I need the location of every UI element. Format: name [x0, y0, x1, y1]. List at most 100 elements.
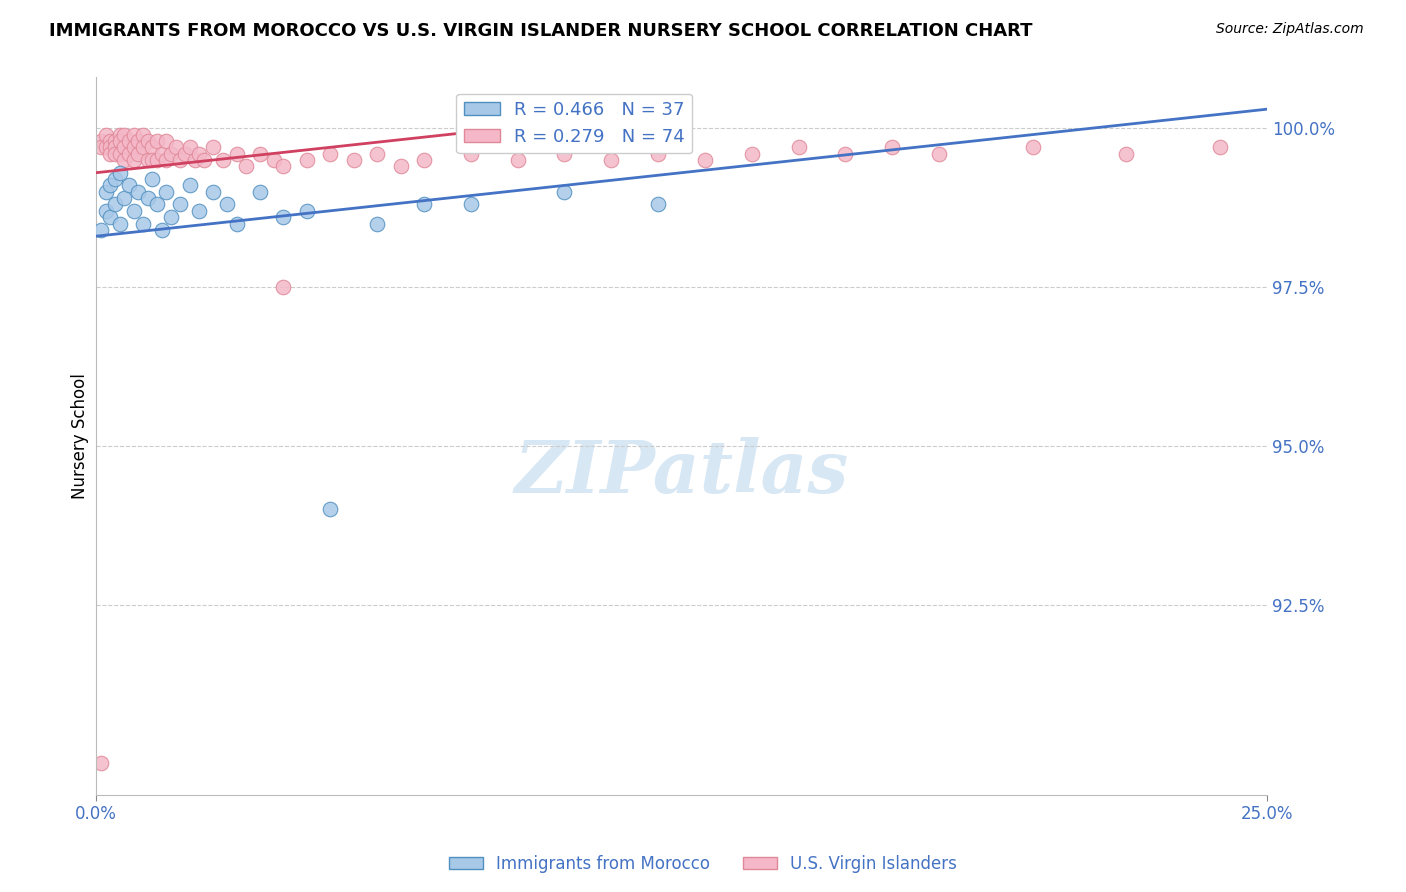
Point	[127, 146, 149, 161]
Point	[928, 146, 950, 161]
Point	[553, 146, 575, 161]
Point	[165, 140, 187, 154]
Point	[90, 223, 112, 237]
Point	[319, 502, 342, 516]
Point	[1396, 140, 1406, 154]
Point	[112, 191, 135, 205]
Point	[122, 203, 145, 218]
Point	[108, 128, 131, 142]
Point	[104, 146, 127, 161]
Point	[104, 140, 127, 154]
Point	[1302, 146, 1324, 161]
Point	[136, 134, 159, 148]
Point	[108, 166, 131, 180]
Point	[146, 134, 169, 148]
Point	[122, 153, 145, 167]
Point	[90, 140, 112, 154]
Point	[188, 203, 211, 218]
Point	[460, 146, 482, 161]
Text: Source: ZipAtlas.com: Source: ZipAtlas.com	[1216, 22, 1364, 37]
Point	[141, 172, 163, 186]
Point	[273, 210, 295, 224]
Point	[127, 185, 149, 199]
Text: ZIPatlas: ZIPatlas	[515, 436, 849, 508]
Point	[1115, 146, 1137, 161]
Point	[202, 185, 225, 199]
Point	[108, 134, 131, 148]
Point	[94, 203, 117, 218]
Point	[118, 178, 141, 193]
Point	[98, 134, 121, 148]
Point	[112, 128, 135, 142]
Point	[169, 197, 191, 211]
Point	[647, 197, 669, 211]
Point	[98, 178, 121, 193]
Point	[183, 153, 205, 167]
Point	[122, 128, 145, 142]
Point	[319, 146, 342, 161]
Point	[136, 153, 159, 167]
Point	[90, 756, 112, 771]
Point	[112, 153, 135, 167]
Point	[366, 217, 388, 231]
Point	[136, 191, 159, 205]
Point	[108, 217, 131, 231]
Y-axis label: Nursery School: Nursery School	[72, 374, 89, 500]
Point	[202, 140, 225, 154]
Point	[295, 203, 318, 218]
Point	[211, 153, 233, 167]
Point	[273, 159, 295, 173]
Point	[94, 128, 117, 142]
Point	[249, 146, 271, 161]
Point	[112, 140, 135, 154]
Point	[413, 153, 436, 167]
Point	[343, 153, 366, 167]
Point	[460, 197, 482, 211]
Point	[108, 146, 131, 161]
Point	[118, 134, 141, 148]
Point	[122, 140, 145, 154]
Text: IMMIGRANTS FROM MOROCCO VS U.S. VIRGIN ISLANDER NURSERY SCHOOL CORRELATION CHART: IMMIGRANTS FROM MOROCCO VS U.S. VIRGIN I…	[49, 22, 1033, 40]
Point	[834, 146, 856, 161]
Point	[225, 146, 247, 161]
Point	[155, 134, 177, 148]
Point	[146, 153, 169, 167]
Legend: R = 0.466   N = 37, R = 0.279   N = 74: R = 0.466 N = 37, R = 0.279 N = 74	[457, 94, 692, 153]
Point	[118, 146, 141, 161]
Point	[263, 153, 285, 167]
Point	[188, 146, 211, 161]
Point	[150, 146, 173, 161]
Point	[104, 172, 127, 186]
Point	[693, 153, 716, 167]
Point	[127, 134, 149, 148]
Point	[90, 134, 112, 148]
Point	[155, 185, 177, 199]
Point	[506, 153, 529, 167]
Point	[160, 146, 183, 161]
Point	[741, 146, 763, 161]
Point	[155, 153, 177, 167]
Point	[132, 140, 155, 154]
Legend: Immigrants from Morocco, U.S. Virgin Islanders: Immigrants from Morocco, U.S. Virgin Isl…	[443, 848, 963, 880]
Point	[249, 185, 271, 199]
Point	[98, 210, 121, 224]
Point	[235, 159, 257, 173]
Point	[366, 146, 388, 161]
Point	[141, 153, 163, 167]
Point	[787, 140, 810, 154]
Point	[193, 153, 215, 167]
Point	[160, 210, 183, 224]
Point	[104, 197, 127, 211]
Point	[169, 153, 191, 167]
Point	[98, 140, 121, 154]
Point	[179, 178, 201, 193]
Point	[94, 140, 117, 154]
Point	[553, 185, 575, 199]
Point	[1209, 140, 1232, 154]
Point	[225, 217, 247, 231]
Point	[413, 197, 436, 211]
Point	[141, 140, 163, 154]
Point	[600, 153, 623, 167]
Point	[217, 197, 239, 211]
Point	[1022, 140, 1045, 154]
